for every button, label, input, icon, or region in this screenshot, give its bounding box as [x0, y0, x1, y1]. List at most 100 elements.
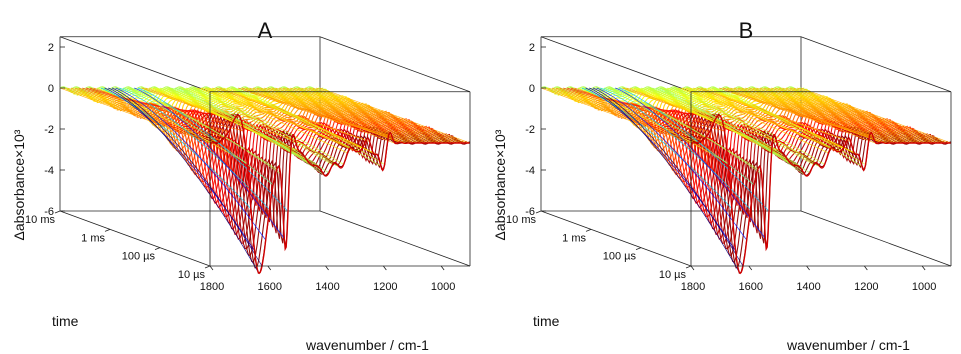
surface-wire [282, 87, 434, 144]
surface-wire [189, 87, 341, 168]
surface-wire [249, 87, 400, 143]
surface-trace [540, 86, 802, 90]
surface-wire [648, 87, 799, 167]
box-back-edge [59, 210, 211, 267]
surface-wire [252, 87, 404, 144]
y-tick [154, 247, 161, 251]
surface-wire [592, 87, 744, 267]
surface-wire [715, 87, 866, 165]
x-tick [864, 265, 868, 271]
surface-wire [115, 87, 266, 241]
surface-wire [148, 87, 300, 152]
surface-wire [763, 87, 915, 144]
x-tick [921, 265, 926, 271]
x-tick [806, 265, 810, 271]
surface-wire [689, 87, 840, 152]
y-tick-label: 100 µs [122, 251, 156, 263]
y-tick [204, 265, 211, 269]
surface-wire [748, 87, 900, 144]
surface-wire [108, 87, 259, 273]
y-tick [535, 210, 542, 214]
surface-wire [59, 87, 211, 144]
surface-wire [200, 87, 352, 149]
y-tick-label: 1 ms [562, 232, 586, 244]
z-tick-label: 0 [529, 83, 535, 95]
surface-wire [174, 87, 326, 177]
y-tick [685, 265, 692, 269]
surface-wire [789, 87, 941, 144]
surface-wire [540, 87, 692, 144]
z-tick-label: -4 [44, 165, 54, 177]
z-tick-label: -6 [525, 206, 535, 218]
y-ticks-b: 10 µs 100 µs 1 ms 10 ms [506, 210, 692, 281]
surface-wire [271, 87, 422, 144]
surface-wire [312, 87, 463, 144]
surface-wire [678, 87, 829, 154]
x-tick-label: 1200 [854, 281, 878, 293]
surface-wire [245, 87, 396, 144]
surface-wire [618, 87, 770, 212]
surface-mesh-a [59, 36, 471, 275]
surface-wire [204, 87, 356, 152]
surface-wire [759, 87, 911, 144]
z-axis-label-b: Δabsorbance×10³ [492, 129, 508, 240]
surface-wire [555, 87, 707, 138]
x-axis-label-b: wavenumber / cm-1 [786, 337, 910, 353]
surface-wire [551, 87, 703, 141]
surface-wire [234, 87, 385, 165]
x-tick [383, 265, 387, 271]
surface-wire [667, 87, 818, 164]
x-tick-label: 1000 [912, 281, 936, 293]
panel-title-a: A [258, 18, 273, 43]
surface-wire [685, 87, 837, 152]
front-trace [691, 114, 951, 275]
surface-wire [778, 87, 929, 144]
y-tick [635, 247, 642, 251]
x-tick-label: 1600 [258, 281, 282, 293]
surface-wire [197, 87, 348, 154]
x-tick [325, 265, 329, 271]
surface-wire [589, 87, 740, 273]
surface-wire [737, 87, 889, 144]
surface-wire [171, 87, 322, 171]
bounding-box-a [209, 91, 471, 267]
surface-mesh-b [540, 36, 952, 275]
surface-wire [596, 87, 747, 241]
surface-wire [111, 87, 263, 267]
surface-wire [256, 87, 408, 144]
surface-wire [278, 87, 430, 144]
surface-trace [604, 102, 865, 146]
surface-trace [59, 86, 321, 90]
surface-wire [800, 87, 952, 144]
surface-wire [726, 87, 877, 144]
surface-wire [212, 87, 363, 149]
z-tick-label: -4 [525, 165, 535, 177]
surface-wire [752, 87, 903, 144]
box-back-edge [540, 210, 692, 267]
surface-wire [70, 87, 222, 141]
chart-panel-a: A 2 0 -2 -4 -6 1800 1600 1400 1200 1000 10 µs 100… [0, 0, 480, 354]
surface-wire [607, 87, 759, 170]
surface-wire [774, 87, 926, 144]
surface-chart-a: A 2 0 -2 -4 -6 1800 1600 1400 1200 1000 10 µs 100… [11, 18, 471, 353]
y-axis-label-a: time [52, 313, 79, 329]
x-tick-label: 1800 [681, 281, 705, 293]
bounding-box-b [690, 91, 952, 267]
surface-wire [137, 87, 289, 212]
surface-wire [241, 87, 393, 137]
surface-wire [663, 87, 814, 166]
surface-wire [629, 87, 781, 152]
y-tick [54, 210, 61, 214]
y-tick [104, 228, 111, 232]
x-axis-label-a: wavenumber / cm-1 [305, 337, 429, 353]
surface-wire [693, 87, 844, 149]
surface-wire [785, 87, 937, 144]
surface-wire [186, 87, 337, 164]
surface-wire [160, 87, 311, 165]
surface-wire [182, 87, 333, 166]
z-tick-label: 0 [48, 83, 54, 95]
box-back-edge [319, 36, 471, 93]
surface-wire [304, 87, 456, 144]
surface-wire [722, 87, 874, 137]
